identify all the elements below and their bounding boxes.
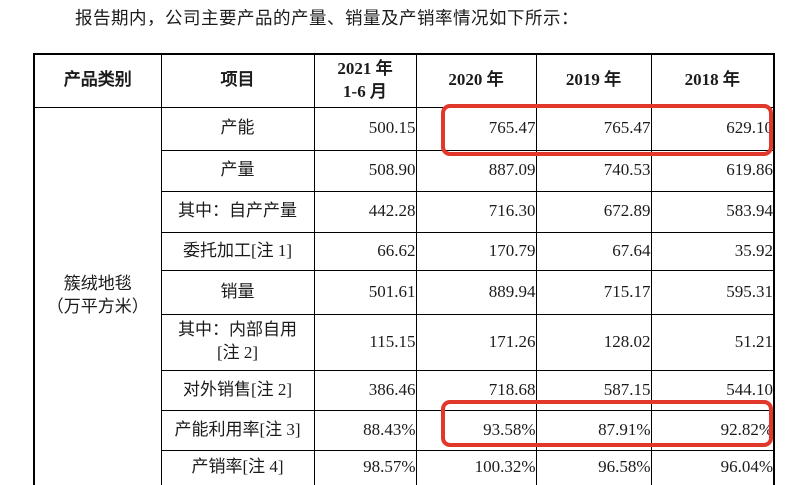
- col-header-2021-line1: 2021 年: [337, 58, 393, 78]
- value-2018: 96.04%: [650, 449, 775, 485]
- value-2019: 715.17: [535, 269, 652, 315]
- value-2020: 887.09: [415, 149, 537, 192]
- page-title: 报告期内，公司主要产品的产量、销量及产销率情况如下所示：: [75, 8, 579, 28]
- value-2021: 115.15: [313, 313, 417, 371]
- value-2019: 740.53: [535, 149, 652, 192]
- col-header-category: 产品类别: [33, 53, 162, 108]
- value-2018: 92.82%: [650, 409, 775, 451]
- value-2019: 67.64: [535, 231, 652, 271]
- col-header-2021-line2: 1-6 月: [343, 81, 387, 101]
- table-row-output: 产量 508.90 887.09 740.53 619.86: [34, 149, 775, 192]
- value-2020: 171.26: [415, 313, 537, 371]
- table-row-self-produced: 其中：自产产量 442.28 716.30 672.89 583.94: [34, 190, 775, 233]
- col-header-2018: 2018 年: [650, 53, 775, 108]
- value-2020: 93.58%: [415, 409, 537, 451]
- table-row-capacity: 簇绒地毯 （万平方米） 产能 500.15 765.47 765.47 629.…: [33, 106, 775, 485]
- value-2018: 629.10: [650, 106, 775, 151]
- value-2018: 35.92: [650, 231, 775, 271]
- table-row-internal-use: 其中：内部自用 [注 2] 115.15 171.26 128.02 51.21: [34, 313, 775, 371]
- value-2019: 672.89: [535, 190, 652, 233]
- row-label-line2: [注 2]: [216, 343, 259, 362]
- production-sales-table: 产品类别 项目 2021 年 1-6 月 2020 年 2019 年 2018 …: [33, 53, 775, 485]
- value-2020: 716.30: [415, 190, 537, 233]
- row-label: 产能: [160, 106, 315, 151]
- value-2018: 619.86: [650, 149, 775, 192]
- value-2021: 88.43%: [313, 409, 417, 451]
- row-label: 委托加工[注 1]: [160, 231, 315, 271]
- row-label: 销量: [160, 269, 315, 315]
- col-header-2021: 2021 年 1-6 月: [313, 53, 417, 108]
- table-row-capacity-utilization: 产能利用率[注 3] 88.43% 93.58% 87.91% 92.82%: [34, 409, 775, 451]
- value-2021: 508.90: [313, 149, 417, 192]
- value-2021: 500.15: [313, 106, 417, 151]
- row-label: 产销率[注 4]: [160, 449, 315, 485]
- value-2021: 386.46: [313, 369, 417, 411]
- product-category-line1: 簇绒地毯: [63, 274, 132, 294]
- value-2020: 765.47: [415, 106, 537, 151]
- col-header-2020: 2020 年: [415, 53, 537, 108]
- value-2018: 51.21: [650, 313, 775, 371]
- product-category-line2: （万平方米）: [46, 297, 149, 317]
- value-2019: 765.47: [535, 106, 652, 151]
- row-label: 产能利用率[注 3]: [160, 409, 315, 451]
- value-2020: 100.32%: [415, 449, 537, 485]
- value-2019: 87.91%: [535, 409, 652, 451]
- value-2019: 128.02: [535, 313, 652, 371]
- value-2018: 544.10: [650, 369, 775, 411]
- value-2021: 442.28: [313, 190, 417, 233]
- col-header-2019: 2019 年: [535, 53, 652, 108]
- row-label: 对外销售[注 2]: [160, 369, 315, 411]
- table-header-row: 产品类别 项目 2021 年 1-6 月 2020 年 2019 年 2018 …: [33, 53, 775, 108]
- table-row-sales-volume: 销量 501.61 889.94 715.17 595.31: [34, 269, 775, 315]
- col-header-item: 项目: [160, 53, 315, 108]
- value-2021: 66.62: [313, 231, 417, 271]
- row-label: 产量: [160, 149, 315, 192]
- row-label: 其中：自产产量: [160, 190, 315, 233]
- value-2018: 595.31: [650, 269, 775, 315]
- value-2019: 96.58%: [535, 449, 652, 485]
- value-2018: 583.94: [650, 190, 775, 233]
- row-label-line1: 其中：内部自用: [178, 320, 297, 340]
- row-label: 其中：内部自用 [注 2]: [160, 313, 315, 371]
- value-2020: 170.79: [415, 231, 537, 271]
- product-category-cell: 簇绒地毯 （万平方米）: [33, 106, 162, 485]
- value-2020: 889.94: [415, 269, 537, 315]
- value-2019: 587.15: [535, 369, 652, 411]
- value-2021: 98.57%: [313, 449, 417, 485]
- value-2021: 501.61: [313, 269, 417, 315]
- table-row-outsourced: 委托加工[注 1] 66.62 170.79 67.64 35.92: [34, 231, 775, 271]
- value-2020: 718.68: [415, 369, 537, 411]
